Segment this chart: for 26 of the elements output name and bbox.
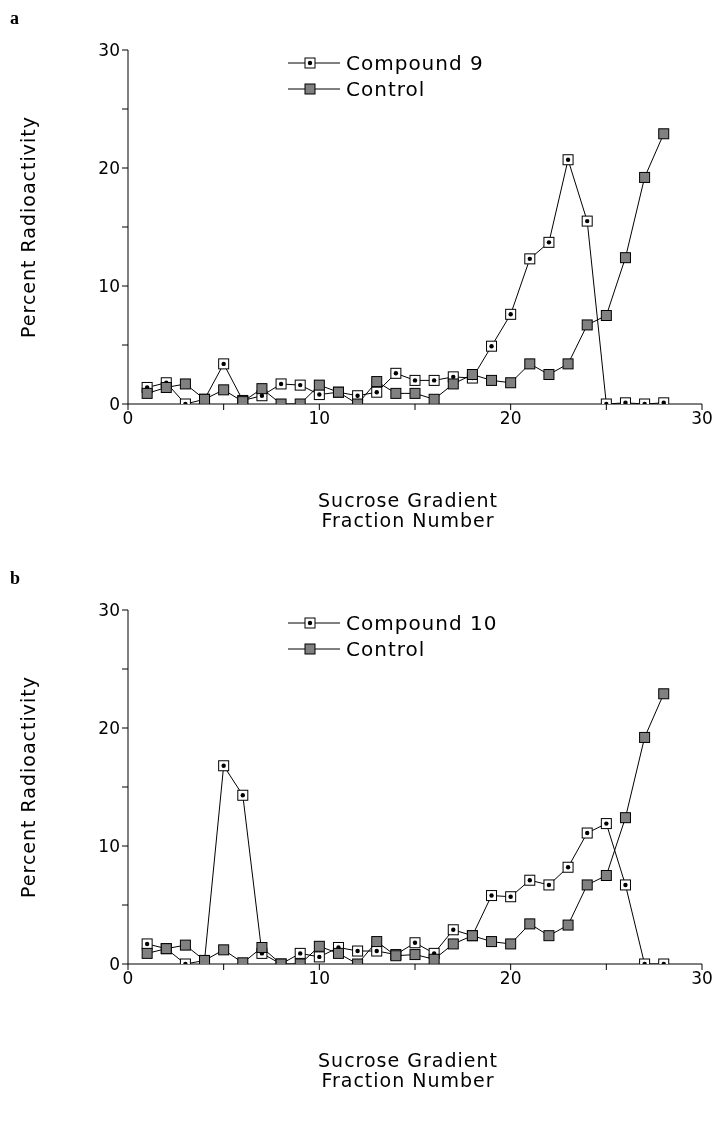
x-tick-label: 10 — [308, 408, 331, 429]
y-tick-label: 20 — [98, 158, 120, 179]
x-tick-label: 20 — [499, 968, 522, 989]
chart-title: b — [9, 568, 21, 590]
x-tick-label: 10 — [308, 968, 331, 989]
legend-label: Control — [346, 637, 426, 661]
x-tick-label: 0 — [122, 408, 134, 429]
y-tick-label: 10 — [98, 276, 120, 297]
y-axis-title: Percent Radioactivity — [16, 116, 39, 338]
x-tick-label: 30 — [691, 968, 713, 989]
x-tick-label: 20 — [499, 408, 522, 429]
legend-label: Compound 9 — [346, 51, 484, 75]
y-axis-title: Percent Radioactivity — [16, 676, 39, 898]
y-tick-label: 30 — [98, 600, 120, 621]
x-axis-title: Sucrose Gradient Fraction Number — [317, 1049, 499, 1091]
chart-title: a — [9, 8, 20, 30]
x-tick-label: 30 — [691, 408, 713, 429]
legend-label: Control — [346, 77, 426, 101]
legend-label: Compound 10 — [346, 611, 498, 635]
y-tick-label: 30 — [98, 40, 120, 61]
x-tick-label: 0 — [122, 968, 134, 989]
x-axis-title: Sucrose Gradient Fraction Number — [317, 489, 499, 531]
y-tick-label: 10 — [98, 836, 120, 857]
y-tick-label: 0 — [109, 954, 120, 975]
y-tick-label: 0 — [109, 394, 120, 415]
y-tick-label: 20 — [98, 718, 120, 739]
